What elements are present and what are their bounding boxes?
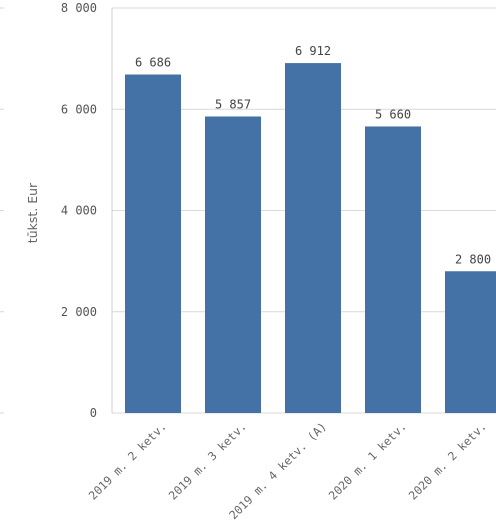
y-axis-ticks: 0 2 000 4 000 6 000 8 000 [61,1,97,420]
data-label: 2 800 [455,252,491,266]
y-tick-label: 0 [90,406,97,420]
data-label: 6 912 [295,44,331,58]
bars [125,63,496,414]
x-tick-label: 2020 m. 2 ketv. [406,419,489,502]
y-tick-label: 4 000 [61,204,97,218]
x-tick-label: 2020 m. 1 ketv. [326,419,409,502]
bar [285,63,341,414]
y-tick-label: 6 000 [61,102,97,116]
bar [445,271,496,413]
y-tick-label: 8 000 [61,1,97,15]
bar [365,126,421,414]
y-tick-label: 2 000 [61,305,97,319]
data-label: 5 857 [215,97,251,111]
x-axis-category-labels: 2019 m. 2 ketv.2019 m. 3 ketv.2019 m. 4 … [86,419,489,522]
y-axis-title: tūkst. Eur [25,182,40,243]
bar [205,116,261,413]
x-tick-label: 2019 m. 2 ketv. [86,419,169,502]
data-label: 5 660 [375,107,411,121]
x-tick-label: 2019 m. 3 ketv. [166,419,249,502]
data-label: 6 686 [135,56,171,70]
bar [125,74,181,414]
data-labels: 6 686 5 857 6 912 5 660 2 800 [135,44,491,266]
